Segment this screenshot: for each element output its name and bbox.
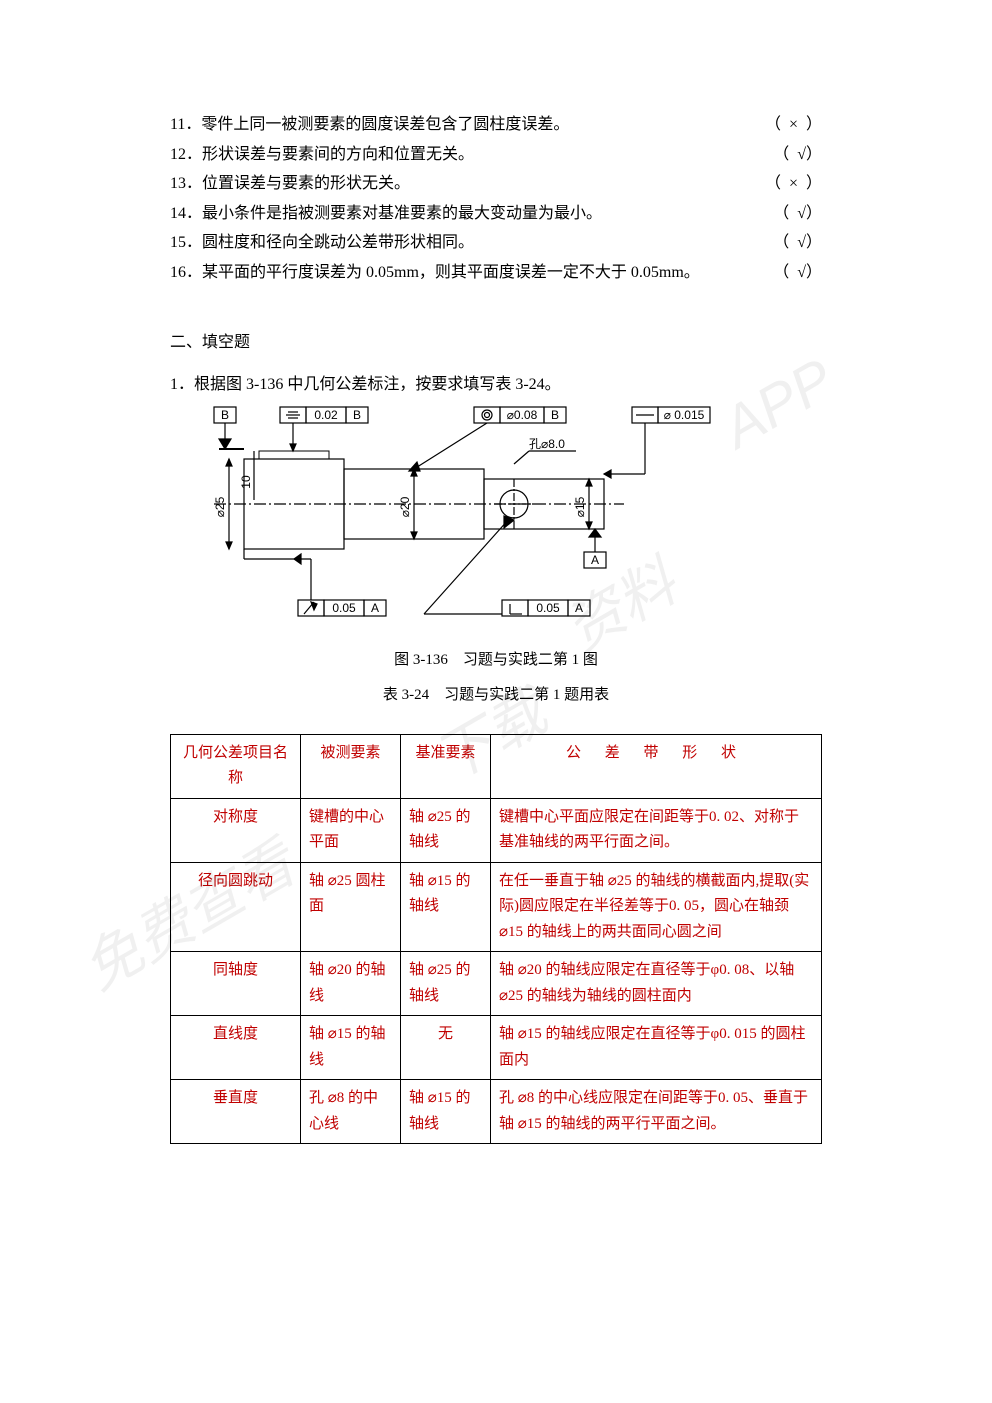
- question-text: 12．形状误差与要素间的方向和位置无关。: [170, 140, 773, 170]
- cell-name: 径向圆跳动: [171, 862, 301, 952]
- svg-text:⌀0.08: ⌀0.08: [507, 408, 538, 422]
- cell-desc: 轴 ⌀15 的轴线应限定在直径等于φ0. 015 的圆柱面内: [491, 1016, 822, 1080]
- table-row: 直线度轴 ⌀15 的轴线无轴 ⌀15 的轴线应限定在直径等于φ0. 015 的圆…: [171, 1016, 822, 1080]
- table-row: 同轴度轴 ⌀20 的轴线轴 ⌀25 的轴线轴 ⌀20 的轴线应限定在直径等于φ0…: [171, 952, 822, 1016]
- cell-name: 直线度: [171, 1016, 301, 1080]
- answer-mark: （ √）: [773, 199, 822, 229]
- svg-text:A: A: [575, 601, 583, 615]
- table-row: 对称度键槽的中心平面轴 ⌀25 的轴线键槽中心平面应限定在间距等于0. 02、对…: [171, 798, 822, 862]
- cell-datum: 轴 ⌀25 的轴线: [401, 952, 491, 1016]
- cell-desc: 键槽中心平面应限定在间距等于0. 02、对称于基准轴线的两平行面之间。: [491, 798, 822, 862]
- cell-datum: 轴 ⌀25 的轴线: [401, 798, 491, 862]
- svg-text:⌀25: ⌀25: [213, 496, 227, 517]
- answer-mark: （ √）: [773, 228, 822, 258]
- answer-mark: （ √）: [773, 258, 822, 288]
- cell-name: 对称度: [171, 798, 301, 862]
- table-row: 径向圆跳动轴 ⌀25 圆柱面轴 ⌀15 的轴线在任一垂直于轴 ⌀25 的轴线的横…: [171, 862, 822, 952]
- cell-desc: 在任一垂直于轴 ⌀25 的轴线的横截面内,提取(实际)圆应限定在半径差等于0. …: [491, 862, 822, 952]
- table-header-row: 几何公差项目名称 被测要素 基准要素 公 差 带 形 状: [171, 734, 822, 798]
- cell-measured: 轴 ⌀15 的轴线: [301, 1016, 401, 1080]
- svg-text:⌀ 0.015: ⌀ 0.015: [664, 408, 705, 422]
- figure-caption: 图 3-136 习题与实践二第 1 图: [170, 648, 822, 669]
- cell-desc: 轴 ⌀20 的轴线应限定在直径等于φ0. 08、以轴 ⌀25 的轴线为轴线的圆柱…: [491, 952, 822, 1016]
- svg-text:B: B: [551, 408, 559, 422]
- answer-mark: （ × ）: [765, 169, 822, 199]
- cell-measured: 轴 ⌀25 圆柱面: [301, 862, 401, 952]
- svg-text:B: B: [221, 408, 229, 422]
- svg-text:⌀20: ⌀20: [398, 496, 412, 517]
- cell-datum: 轴 ⌀15 的轴线: [401, 1080, 491, 1144]
- col-header-datum: 基准要素: [401, 734, 491, 798]
- answer-mark: （ × ）: [765, 110, 822, 140]
- cell-name: 同轴度: [171, 952, 301, 1016]
- question-row: 16．某平面的平行度误差为 0.05mm，则其平面度误差一定不大于 0.05mm…: [170, 258, 822, 288]
- col-header-name: 几何公差项目名称: [171, 734, 301, 798]
- question-text: 14．最小条件是指被测要素对基准要素的最大变动量为最小。: [170, 199, 773, 229]
- question-text: 11．零件上同一被测要素的圆度误差包含了圆柱度误差。: [170, 110, 765, 140]
- answer-mark: （ √）: [773, 140, 822, 170]
- svg-text:10: 10: [239, 475, 253, 489]
- svg-text:⌀15: ⌀15: [573, 496, 587, 517]
- engineering-figure: B 0.02 B ⌀0.08 B: [184, 404, 724, 634]
- tolerance-table: 几何公差项目名称 被测要素 基准要素 公 差 带 形 状 对称度键槽的中心平面轴…: [170, 734, 822, 1145]
- cell-measured: 孔 ⌀8 的中心线: [301, 1080, 401, 1144]
- table-row: 垂直度孔 ⌀8 的中心线轴 ⌀15 的轴线孔 ⌀8 的中心线应限定在间距等于0.…: [171, 1080, 822, 1144]
- svg-text:0.05: 0.05: [332, 601, 356, 615]
- cell-datum: 轴 ⌀15 的轴线: [401, 862, 491, 952]
- cell-measured: 键槽的中心平面: [301, 798, 401, 862]
- svg-text:A: A: [371, 601, 379, 615]
- fill-prompt: 1．根据图 3-136 中几何公差标注，按要求填写表 3-24。: [170, 370, 822, 394]
- cell-name: 垂直度: [171, 1080, 301, 1144]
- svg-text:0.02: 0.02: [314, 408, 338, 422]
- question-row: 13．位置误差与要素的形状无关。 （ × ）: [170, 169, 822, 199]
- col-header-measured: 被测要素: [301, 734, 401, 798]
- svg-text:孔⌀8.0: 孔⌀8.0: [529, 437, 565, 451]
- question-row: 14．最小条件是指被测要素对基准要素的最大变动量为最小。 （ √）: [170, 199, 822, 229]
- question-row: 11．零件上同一被测要素的圆度误差包含了圆柱度误差。 （ × ）: [170, 110, 822, 140]
- question-row: 12．形状误差与要素间的方向和位置无关。 （ √）: [170, 140, 822, 170]
- section-title: 二、填空题: [170, 328, 822, 352]
- question-text: 13．位置误差与要素的形状无关。: [170, 169, 765, 199]
- svg-text:0.05: 0.05: [536, 601, 560, 615]
- table-caption: 表 3-24 习题与实践二第 1 题用表: [170, 683, 822, 704]
- watermark: APP: [711, 345, 845, 461]
- cell-measured: 轴 ⌀20 的轴线: [301, 952, 401, 1016]
- svg-text:A: A: [591, 553, 599, 567]
- question-text: 15．圆柱度和径向全跳动公差带形状相同。: [170, 228, 773, 258]
- judgement-list: 11．零件上同一被测要素的圆度误差包含了圆柱度误差。 （ × ） 12．形状误差…: [170, 110, 822, 288]
- question-row: 15．圆柱度和径向全跳动公差带形状相同。 （ √）: [170, 228, 822, 258]
- cell-datum: 无: [401, 1016, 491, 1080]
- svg-text:B: B: [353, 408, 361, 422]
- question-text: 16．某平面的平行度误差为 0.05mm，则其平面度误差一定不大于 0.05mm…: [170, 258, 773, 288]
- col-header-shape: 公 差 带 形 状: [491, 734, 822, 798]
- cell-desc: 孔 ⌀8 的中心线应限定在间距等于0. 05、垂直于轴 ⌀15 的轴线的两平行平…: [491, 1080, 822, 1144]
